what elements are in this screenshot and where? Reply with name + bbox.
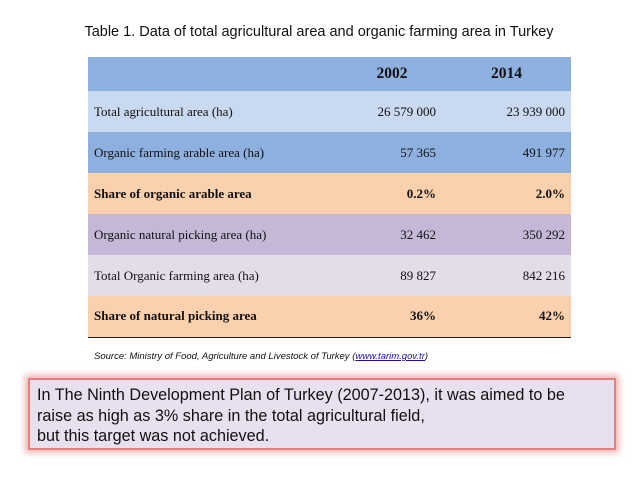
value-2014: 350 292: [522, 226, 565, 242]
source-link[interactable]: www.tarim.gov.tr: [355, 351, 425, 362]
table-row: Total agricultural area (ha) 26 579 000 …: [88, 91, 571, 132]
value-2002: 89 827: [400, 267, 436, 283]
table-row: Share of organic arable area 0.2% 2.0%: [88, 173, 571, 214]
value-2002: 32 462: [400, 226, 436, 242]
table-row: Total Organic farming area (ha) 89 827 8…: [88, 255, 571, 296]
value-2002: 57 365: [400, 144, 436, 160]
source-suffix: ): [424, 351, 429, 362]
table-row: Organic natural picking area (ha) 32 462…: [88, 214, 571, 255]
value-2002: 36%: [342, 296, 442, 338]
table-row: Share of natural picking area 36% 42%: [88, 296, 571, 338]
row-label: Total agricultural area (ha): [94, 103, 233, 119]
highlight-note: In The Ninth Development Plan of Turkey …: [28, 378, 616, 450]
value-2014: 42%: [442, 296, 571, 338]
row-label: Share of natural picking area: [88, 296, 342, 338]
row-label: Share of organic arable area: [94, 185, 252, 201]
value-2014: 491 977: [522, 144, 565, 160]
header-2014: 2014: [491, 65, 522, 82]
table-header-row: 2002 2014: [88, 57, 571, 91]
note-line: but this target was not achieved.: [37, 427, 270, 445]
value-2014: 842 216: [522, 267, 565, 283]
header-empty: [88, 57, 342, 91]
note-line: raise as high as 3% share in the total a…: [37, 406, 425, 425]
source-prefix: Source: Ministry of Food, Agriculture an…: [94, 351, 356, 362]
row-label: Organic natural picking area (ha): [94, 226, 267, 242]
note-line: In The Ninth Development Plan of Turkey …: [37, 386, 565, 404]
header-2002: 2002: [376, 65, 408, 82]
data-table: 2002 2014 Total agricultural area (ha) 2…: [88, 57, 571, 338]
table-caption: Table 1. Data of total agricultural area…: [84, 24, 554, 40]
row-label: Organic farming arable area (ha): [94, 144, 265, 160]
row-label: Total Organic farming area (ha): [94, 267, 259, 283]
value-2014: 23 939 000: [506, 103, 566, 119]
table-row: Organic farming arable area (ha) 57 365 …: [88, 132, 571, 173]
value-2014: 2.0%: [535, 185, 565, 201]
value-2002: 0.2%: [406, 185, 436, 201]
value-2002: 26 579 000: [377, 103, 437, 119]
source-note: Source: Ministry of Food, Agriculture an…: [94, 351, 428, 362]
